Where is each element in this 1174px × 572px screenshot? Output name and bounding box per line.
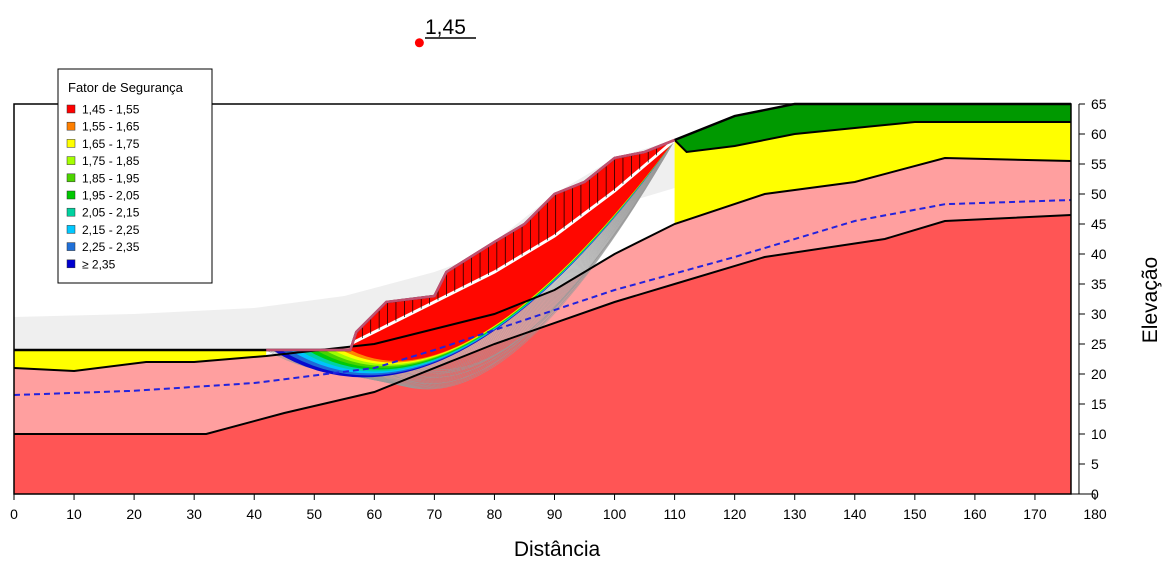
y-tick-label: 25 — [1091, 336, 1107, 352]
x-tick-label: 10 — [66, 506, 82, 522]
slope-surface-highlight — [266, 138, 676, 352]
x-tick-label: 50 — [306, 506, 322, 522]
x-tick-label: 100 — [603, 506, 627, 522]
legend-swatch — [66, 190, 76, 200]
upper-soil-layer-right — [674, 122, 1071, 224]
legend-swatch — [66, 242, 76, 251]
y-tick-label: 10 — [1091, 426, 1107, 442]
y-tick-label: 50 — [1091, 186, 1107, 202]
slip-surface-trial — [339, 139, 675, 388]
critical-center-dot — [414, 38, 424, 48]
y-tick-label: 65 — [1091, 96, 1107, 112]
y-tick-label: 0 — [1091, 486, 1099, 502]
x-tick-label: 120 — [723, 506, 747, 522]
critical-fos-marker: 1,45 — [414, 16, 476, 48]
fos-band-9 — [350, 140, 675, 361]
legend-label: 1,45 - 1,55 — [82, 103, 140, 117]
legend-label: 1,65 - 1,75 — [82, 137, 140, 151]
legend-label: 1,75 - 1,85 — [82, 154, 140, 168]
y-tick-label: 55 — [1091, 156, 1107, 172]
critical-fos-label: 1,45 — [425, 16, 466, 39]
y-tick-label: 5 — [1091, 456, 1099, 472]
x-tick-label: 140 — [843, 506, 867, 522]
legend-swatch — [66, 259, 76, 269]
y-tick-label: 30 — [1091, 306, 1107, 322]
legend-box — [57, 68, 213, 284]
critical-slices — [361, 147, 657, 338]
legend-label: 1,55 - 1,65 — [82, 120, 140, 134]
legend-label: 2,15 - 2,25 — [82, 223, 140, 237]
y-tick-label: 45 — [1091, 216, 1107, 232]
legend-swatch — [66, 173, 76, 183]
x-tick-label: 160 — [963, 506, 987, 522]
legend-swatch — [66, 104, 76, 114]
legend-swatch — [66, 156, 76, 165]
top-soil-layer — [674, 104, 1071, 152]
x-tick-label: 130 — [783, 506, 807, 522]
legend-swatch — [66, 139, 76, 148]
y-axis-title: Elevação — [1139, 257, 1162, 343]
axes: 0 10 20 30 40 50 60 70 80 90 100 110 120 130 140 150 160… — [10, 96, 1107, 522]
legend-swatch — [66, 225, 76, 234]
middle-soil-layer — [14, 158, 1071, 434]
boundary-green-yellow — [673, 121, 1071, 154]
x-tick-label: 60 — [367, 506, 383, 522]
legend-label: ≥ 2,35 — [82, 257, 116, 271]
y-tick-label: 15 — [1091, 396, 1107, 412]
legend-label: 2,05 - 2,15 — [82, 206, 140, 220]
boundary-pink-base — [14, 214, 1072, 435]
x-tick-label: 0 — [10, 506, 18, 522]
x-tick-label: 20 — [126, 506, 142, 522]
y-tick-label: 40 — [1091, 246, 1107, 262]
legend-label: 2,25 - 2,35 — [82, 240, 140, 254]
x-tick-label: 110 — [663, 506, 686, 522]
x-tick-label: 180 — [1083, 506, 1107, 522]
base-soil-layer — [14, 215, 1071, 494]
x-tick-label: 150 — [903, 506, 927, 522]
slip-zone-area — [14, 140, 675, 350]
water-table-line — [13, 199, 1072, 396]
slip-surface-trial — [349, 139, 675, 390]
legend-label: 1,95 - 2,05 — [82, 189, 140, 203]
y-tick-label: 20 — [1091, 366, 1107, 382]
layer-boundaries — [13, 102, 1072, 495]
x-tick-label: 70 — [427, 506, 443, 522]
legend: Fator de Segurança 1,45 - 1,55 1,55 - 1,6… — [57, 68, 213, 284]
soil-layers — [14, 104, 1071, 494]
x-tick-label: 80 — [487, 506, 503, 522]
y-tick-label: 35 — [1091, 276, 1107, 292]
y-tick-label: 60 — [1091, 126, 1107, 142]
x-tick-label: 170 — [1023, 506, 1047, 522]
x-tick-label: 30 — [186, 506, 202, 522]
legend-swatch — [66, 207, 76, 217]
legend-title: Fator de Segurança — [68, 80, 184, 95]
boundary-yellow-pink — [13, 156, 1072, 373]
slip-surface-trial — [337, 139, 675, 387]
x-axis-title: Distância — [514, 538, 601, 561]
upper-soil-layer-left — [14, 350, 267, 371]
legend-label: 1,85 - 1,95 — [82, 171, 140, 185]
x-tick-label: 90 — [547, 506, 563, 522]
legend-swatch — [66, 121, 76, 131]
x-tick-label: 40 — [246, 506, 262, 522]
